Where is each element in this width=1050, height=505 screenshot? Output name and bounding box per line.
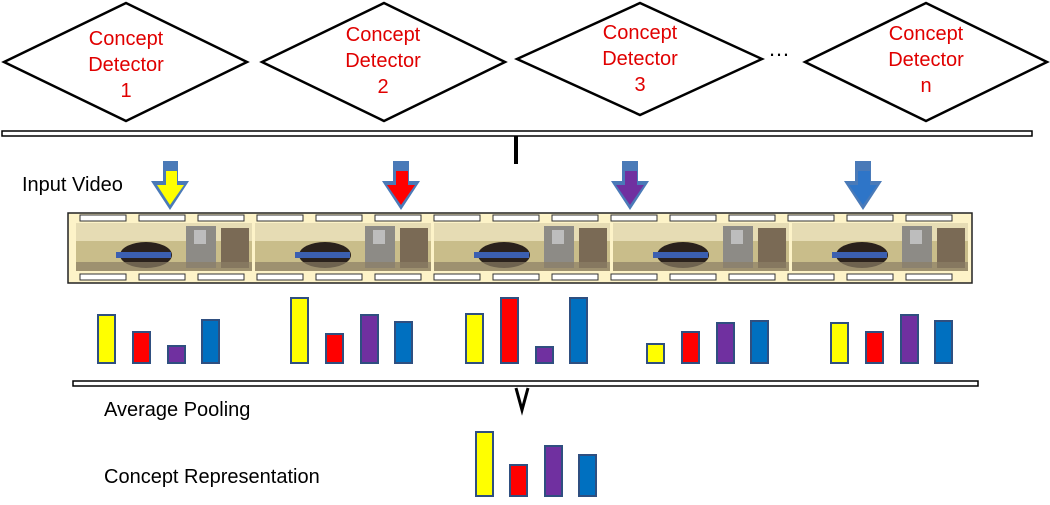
video-frame [76, 223, 252, 271]
film-perforation [728, 273, 776, 281]
frame2-bar-2 [325, 333, 344, 364]
detector-1-label: Concept Detector 1 [88, 28, 164, 102]
input-video-label: Input Video [22, 174, 123, 196]
concept-representation-label: Concept Representation [104, 466, 320, 488]
detector-2-diamond [259, 1, 508, 123]
film-perforation [197, 273, 245, 281]
lower-bracket-line [72, 380, 979, 387]
frame5-bar-3 [900, 314, 919, 364]
arrow-red [382, 161, 420, 210]
film-perforation [551, 273, 599, 281]
film-perforation [433, 214, 481, 222]
frame4-bar-3 [716, 322, 735, 364]
film-perforation [79, 214, 127, 222]
frame2-bar-3 [360, 314, 379, 364]
film-perforation [256, 273, 304, 281]
frame4-bar-4 [750, 320, 769, 364]
video-frame [255, 223, 431, 271]
pooled-bar-3 [544, 445, 563, 497]
pooled-bar-1 [475, 431, 494, 497]
frame2-bar-1 [290, 297, 309, 364]
film-perforation [433, 273, 481, 281]
film-perforation [787, 214, 835, 222]
frame1-bar-2 [132, 331, 151, 364]
arrow-purple [611, 161, 649, 210]
video-frame [434, 223, 610, 271]
arrow-blue [844, 161, 882, 210]
upper-bracket-stem [514, 136, 518, 164]
film-perforation [197, 214, 245, 222]
frame1-bar-3 [167, 345, 186, 364]
input-video-filmstrip [67, 212, 973, 284]
film-perforation [610, 214, 658, 222]
film-perforation [905, 214, 953, 222]
film-perforation [492, 273, 540, 281]
pooled-bar-4 [578, 454, 597, 497]
detector-2-label: Concept Detector 2 [345, 24, 421, 98]
film-perforation [492, 214, 540, 222]
film-perforation [551, 214, 599, 222]
lower-bracket-tip [514, 387, 530, 416]
film-perforation [138, 214, 186, 222]
film-perforation [846, 273, 894, 281]
frame1-bar-4 [201, 319, 220, 364]
film-perforation [787, 273, 835, 281]
film-perforation [256, 214, 304, 222]
average-pooling-label: Average Pooling [104, 399, 251, 421]
frame3-bar-1 [465, 313, 484, 364]
film-perforation [669, 273, 717, 281]
frame5-bar-2 [865, 331, 884, 364]
film-perforation [669, 214, 717, 222]
frame3-bar-3 [535, 346, 554, 364]
frame1-bar-1 [97, 314, 116, 364]
more-detectors-ellipsis: … [768, 36, 790, 61]
arrow-yellow [151, 161, 189, 210]
film-perforation [138, 273, 186, 281]
film-perforation [846, 214, 894, 222]
film-perforation [610, 273, 658, 281]
frame-score-bars [97, 297, 953, 364]
frame3-bar-2 [500, 297, 519, 364]
film-perforation [79, 273, 127, 281]
detector-1-diamond [1, 1, 250, 123]
frame4-bar-2 [681, 331, 700, 364]
film-perforation [374, 214, 422, 222]
film-perforation [374, 273, 422, 281]
frame5-bar-4 [934, 320, 953, 364]
frame2-bar-4 [394, 321, 413, 364]
pooled-bar-2 [509, 464, 528, 497]
frame4-bar-1 [646, 343, 665, 364]
video-frame [613, 223, 789, 271]
film-perforation [728, 214, 776, 222]
detector-n-label: Concept Detector n [888, 23, 964, 97]
video-frame [792, 223, 968, 271]
pooled-concept-bars [475, 431, 597, 497]
detector-3-diamond [513, 1, 765, 117]
film-perforation [315, 214, 363, 222]
detector-3-label: Concept Detector 3 [602, 22, 678, 96]
frame3-bar-4 [569, 297, 588, 364]
frame5-bar-1 [830, 322, 849, 364]
film-perforation [315, 273, 363, 281]
film-perforation [905, 273, 953, 281]
upper-bracket-line [1, 130, 1033, 137]
detector-n-diamond [802, 1, 1050, 123]
